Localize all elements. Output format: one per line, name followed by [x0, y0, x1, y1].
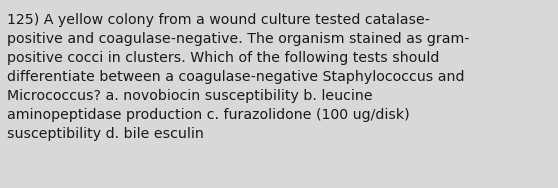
- Text: 125) A yellow colony from a wound culture tested catalase-
positive and coagulas: 125) A yellow colony from a wound cultur…: [7, 13, 470, 141]
